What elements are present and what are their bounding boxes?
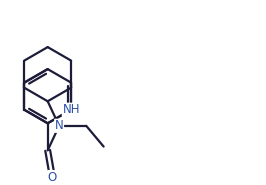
Text: N: N (55, 119, 64, 132)
Text: O: O (48, 171, 57, 184)
Text: NH: NH (63, 103, 80, 116)
